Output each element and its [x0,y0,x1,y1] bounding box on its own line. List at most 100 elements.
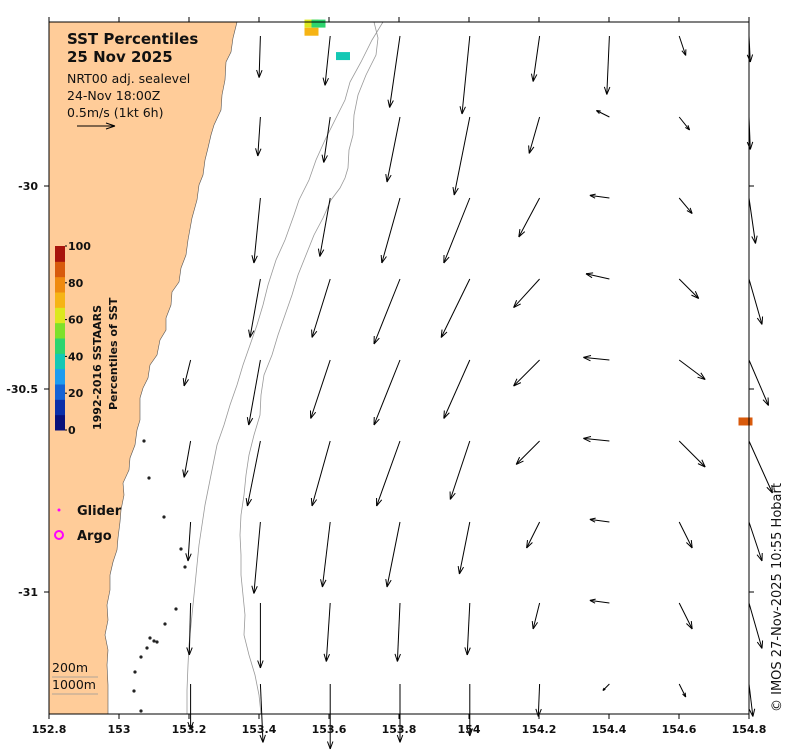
credit-text: © IMOS 27-Nov-2025 10:55 Hobart [770,483,785,712]
current-arrow [678,359,706,380]
current-arrow [251,197,261,264]
current-arrow [317,197,331,257]
current-arrow [583,435,610,443]
colorbar-swatch [55,399,65,416]
current-arrow [326,684,334,750]
current-arrow [602,683,610,691]
current-arrow [457,521,471,575]
x-tick-label: 154 [458,723,481,736]
current-arrow [186,602,193,656]
current-arrow [678,521,693,549]
station-dot [148,636,152,640]
current-arrow [589,193,610,199]
current-arrow [748,602,764,649]
colorbar-swatch [55,246,65,262]
station-dot [139,709,143,713]
arrow-scale-label: 0.5m/s (1kt 6h) [67,105,163,120]
current-arrow [380,197,401,264]
current-arrow [678,35,687,56]
current-arrow [513,278,540,309]
current-arrow [531,602,541,630]
current-arrow [583,354,610,362]
current-arrow [310,440,331,507]
current-arrow [245,440,261,507]
station-dot [145,646,149,650]
colorbar-swatch [55,414,65,431]
current-arrow [530,35,541,82]
station-dot [183,565,187,569]
current-arrow [259,683,266,743]
station-dot [155,640,159,644]
x-tick-label: 153.8 [382,723,417,736]
current-arrow [748,197,758,244]
colorbar-title-2: Percentiles of SST [107,297,120,410]
x-tick-label: 153.4 [242,723,277,736]
current-arrow [182,359,192,387]
x-tick-label: 154.8 [732,723,767,736]
current-arrow [373,278,401,345]
current-arrow [440,278,471,338]
current-arrow [589,598,610,604]
current-arrow [603,35,611,95]
current-arrow [449,440,471,500]
coastal-stations [132,439,187,713]
current-arrow [323,602,331,662]
current-arrow [394,602,401,662]
current-arrow [248,278,261,338]
station-dot [132,689,136,693]
y-tick-label: -30.5 [6,383,38,396]
current-arrow [466,684,474,737]
current-arrow [322,35,331,86]
current-arrow [518,197,541,238]
x-tick-label: 154.4 [592,723,627,736]
isobath-200m-label: 200m [52,660,88,675]
colorbar-swatch [55,307,65,324]
current-arrow [321,116,331,163]
station-dot [133,670,137,674]
map-date: 25 Nov 2025 [67,48,173,66]
colorbar-swatch [55,261,65,278]
land-mass [48,21,238,715]
current-arrow [246,359,261,426]
glider-label: Glider [77,504,122,519]
station-dot [162,515,166,519]
sst-percentile-cells [304,19,753,426]
x-tick-label: 153 [108,723,131,736]
colorbar-tick-label: 80 [68,277,84,290]
colorbar-swatch [55,322,65,339]
reference-arrow [77,122,116,130]
argo-label: Argo [77,529,112,544]
current-arrow [385,521,401,588]
colorbar-tick-label: 0 [68,424,76,437]
station-dot [179,547,183,551]
current-arrow [187,684,194,730]
current-arrow [376,440,401,507]
current-arrow [678,197,693,215]
isobath-1000m [239,21,379,715]
current-arrow [309,359,331,419]
isobath-200m [186,21,384,714]
current-arrow [311,278,331,338]
current-arrow [528,116,541,154]
sst-cell [336,52,350,61]
legend: Glider Argo [54,504,122,544]
current-arrow [251,521,261,594]
station-dot [174,607,178,611]
current-arrow [385,116,401,183]
colorbar: 100 80 60 40 20 0 [55,240,91,437]
x-tick-label: 154.2 [522,723,557,736]
colorbar-tick-label: 60 [68,314,84,327]
y-tick-label: -30 [18,180,38,193]
x-tick-label: 153.6 [312,723,347,736]
current-arrow [678,440,706,468]
current-arrow [748,278,764,325]
current-arrow [464,602,471,656]
current-arrow [452,116,471,196]
y-tick-label: -31 [18,586,38,599]
current-arrow [182,440,192,478]
current-arrow [748,521,763,562]
current-arrow [678,683,687,698]
current-arrow [596,110,610,118]
current-arrow [526,521,541,549]
x-axis: 152.8 153 153.2 153.4 153.6 153.8 154 154.2 154.… [32,17,767,736]
